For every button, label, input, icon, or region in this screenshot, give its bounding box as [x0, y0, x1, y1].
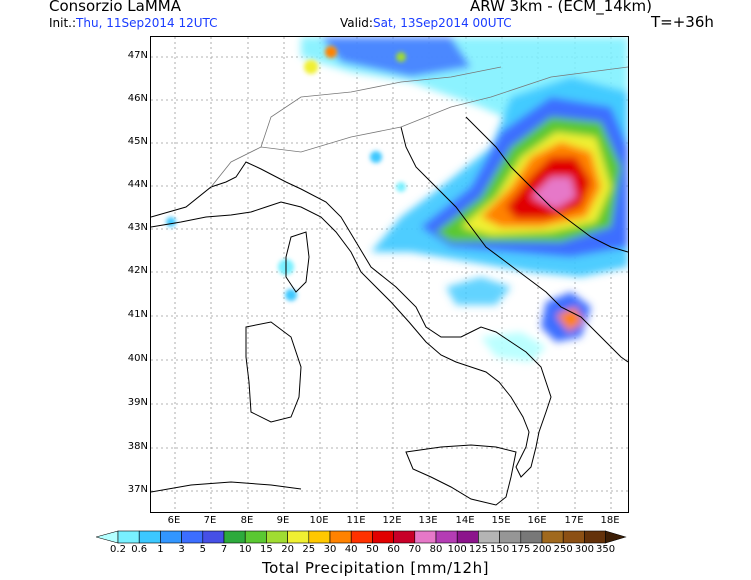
- lat-label: 37N: [127, 484, 148, 495]
- legend-swatch: [266, 530, 288, 544]
- legend-value: 70: [408, 544, 422, 555]
- lat-label: 43N: [127, 222, 148, 233]
- legend-value: 30: [323, 544, 337, 555]
- legend-value: 0.2: [110, 544, 126, 555]
- legend-value: 175: [511, 544, 531, 555]
- map-canvas: [151, 37, 628, 512]
- legend-swatch: [478, 530, 500, 544]
- legend-swatch: [541, 530, 564, 544]
- lon-label: 16E: [527, 515, 547, 526]
- country-borders: [210, 66, 628, 188]
- color-legend: [96, 530, 627, 544]
- legend-swatch: [435, 530, 458, 544]
- lat-label: 45N: [127, 136, 148, 147]
- lat-label: 42N: [127, 265, 148, 276]
- org-title: Consorzio LaMMA: [49, 0, 181, 15]
- lon-label: 18E: [600, 515, 620, 526]
- legend-value: 80: [429, 544, 443, 555]
- legend-value: 125: [468, 544, 488, 555]
- legend-value: 10: [238, 544, 252, 555]
- lon-label: 15E: [491, 515, 511, 526]
- lon-label: 17E: [564, 515, 584, 526]
- precipitation-field: [166, 37, 628, 362]
- legend-swatch: [138, 530, 161, 544]
- legend-value: 25: [302, 544, 316, 555]
- legend-value: 60: [387, 544, 400, 555]
- lat-lon-grid: [151, 37, 628, 512]
- legend-value: 350: [596, 544, 616, 555]
- legend-swatch: [414, 530, 437, 544]
- valid-label: Valid:: [340, 16, 373, 30]
- legend-swatch: [117, 530, 140, 544]
- lat-label: 47N: [127, 50, 148, 61]
- legend-swatch: [393, 530, 416, 544]
- legend-value: 3: [178, 544, 185, 555]
- lead-time: T=+36h: [651, 13, 714, 31]
- init-value: Thu, 11Sep2014 12UTC: [76, 16, 218, 30]
- legend-swatch: [202, 530, 225, 544]
- lon-label: 13E: [418, 515, 438, 526]
- legend-swatch: [308, 530, 331, 544]
- model-title: ARW 3km - (ECM_14km): [470, 0, 652, 15]
- lat-label: 44N: [127, 179, 148, 190]
- lon-label: 11E: [346, 515, 366, 526]
- legend-swatch: [223, 530, 246, 544]
- lat-label: 39N: [127, 397, 148, 408]
- legend-value: 7: [220, 544, 228, 555]
- lat-label: 46N: [127, 93, 148, 104]
- valid-time: Valid:Sat, 13Sep2014 00UTC: [340, 16, 512, 30]
- lat-label: 38N: [127, 441, 148, 452]
- legend-swatch: [329, 530, 352, 544]
- lon-label: 7E: [203, 515, 217, 526]
- legend-swatch: [96, 530, 119, 544]
- legend-swatch: [244, 530, 267, 544]
- init-label: Init.:: [49, 16, 77, 30]
- lon-label: 14E: [455, 515, 475, 526]
- legend-value: 1: [157, 544, 164, 555]
- legend-swatch: [160, 530, 182, 544]
- lon-label: 8E: [240, 515, 254, 526]
- legend-title: Total Precipitation [mm/12h]: [262, 559, 489, 577]
- legend-swatch: [181, 530, 204, 544]
- legend-swatch: [287, 530, 310, 544]
- valid-value: Sat, 13Sep2014 00UTC: [372, 16, 512, 30]
- legend-value: 300: [574, 544, 594, 555]
- legend-swatch: [456, 530, 479, 544]
- lat-label: 41N: [127, 309, 148, 320]
- legend-swatch: [350, 530, 373, 544]
- legend-value: 0.6: [131, 544, 148, 555]
- legend-value: 40: [344, 544, 358, 555]
- legend-swatch: [605, 530, 627, 544]
- legend-value: 50: [366, 544, 379, 555]
- lon-label: 10E: [309, 515, 329, 526]
- legend-value: 150: [490, 544, 510, 555]
- legend-value: 5: [199, 544, 206, 555]
- legend-value: 200: [532, 544, 552, 555]
- legend-value: 250: [553, 544, 573, 555]
- legend-swatch: [499, 530, 522, 544]
- legend-swatch: [584, 530, 606, 544]
- lon-label: 12E: [382, 515, 402, 526]
- coastlines: [151, 116, 628, 506]
- legend-value: 15: [260, 544, 273, 555]
- legend-swatch: [520, 530, 543, 544]
- legend-swatch: [372, 530, 394, 544]
- init-time: Init.:Thu, 11Sep2014 12UTC: [49, 16, 218, 30]
- lon-label: 6E: [167, 515, 181, 526]
- lat-label: 40N: [127, 353, 148, 364]
- legend-value: 100: [447, 544, 467, 555]
- legend-value: 20: [281, 544, 294, 555]
- legend-swatch: [562, 530, 585, 544]
- lon-label: 9E: [276, 515, 290, 526]
- precipitation-map: [150, 36, 629, 513]
